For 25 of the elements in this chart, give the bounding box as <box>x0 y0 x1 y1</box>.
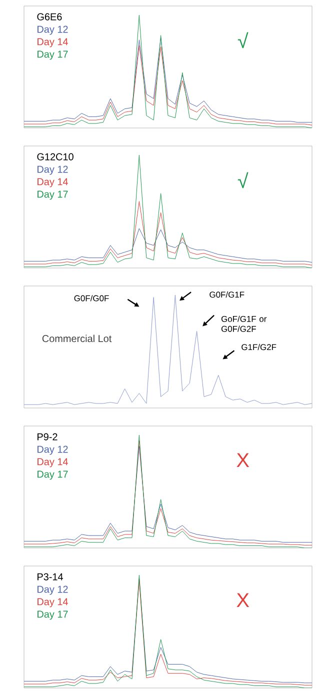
text: Day 14 <box>38 458 68 468</box>
annotation: G0F/G1F <box>210 291 244 298</box>
annotation: X <box>236 453 250 468</box>
chart-title: P9-2 <box>38 433 58 440</box>
text: Day 14 <box>38 38 68 48</box>
text: Day 17 <box>38 610 68 620</box>
annotation: GoF/G1F or G0F/G2F <box>221 316 267 332</box>
chart-title: G6E6 <box>37 13 62 20</box>
annotation: G0F/G0F <box>74 295 109 302</box>
chart-title: P3-14 <box>38 573 64 580</box>
text: Day 14 <box>38 178 68 188</box>
text: Day 17 <box>38 190 68 200</box>
text: Day 12 <box>38 446 68 455</box>
text: Day 14 <box>38 598 68 608</box>
text: Commercial Lot <box>42 334 112 342</box>
text: Day 12 <box>38 586 68 595</box>
text: Day 17 <box>38 470 68 480</box>
annotation: X <box>236 593 250 608</box>
annotation: √ <box>238 32 248 48</box>
text: Day 12 <box>38 26 68 35</box>
text: Day 12 <box>38 166 68 175</box>
annotation: G1F/G2F <box>242 344 276 350</box>
chart-title: G12C10 <box>37 153 74 160</box>
annotation: √ <box>238 172 248 188</box>
text: Day 17 <box>38 50 68 60</box>
